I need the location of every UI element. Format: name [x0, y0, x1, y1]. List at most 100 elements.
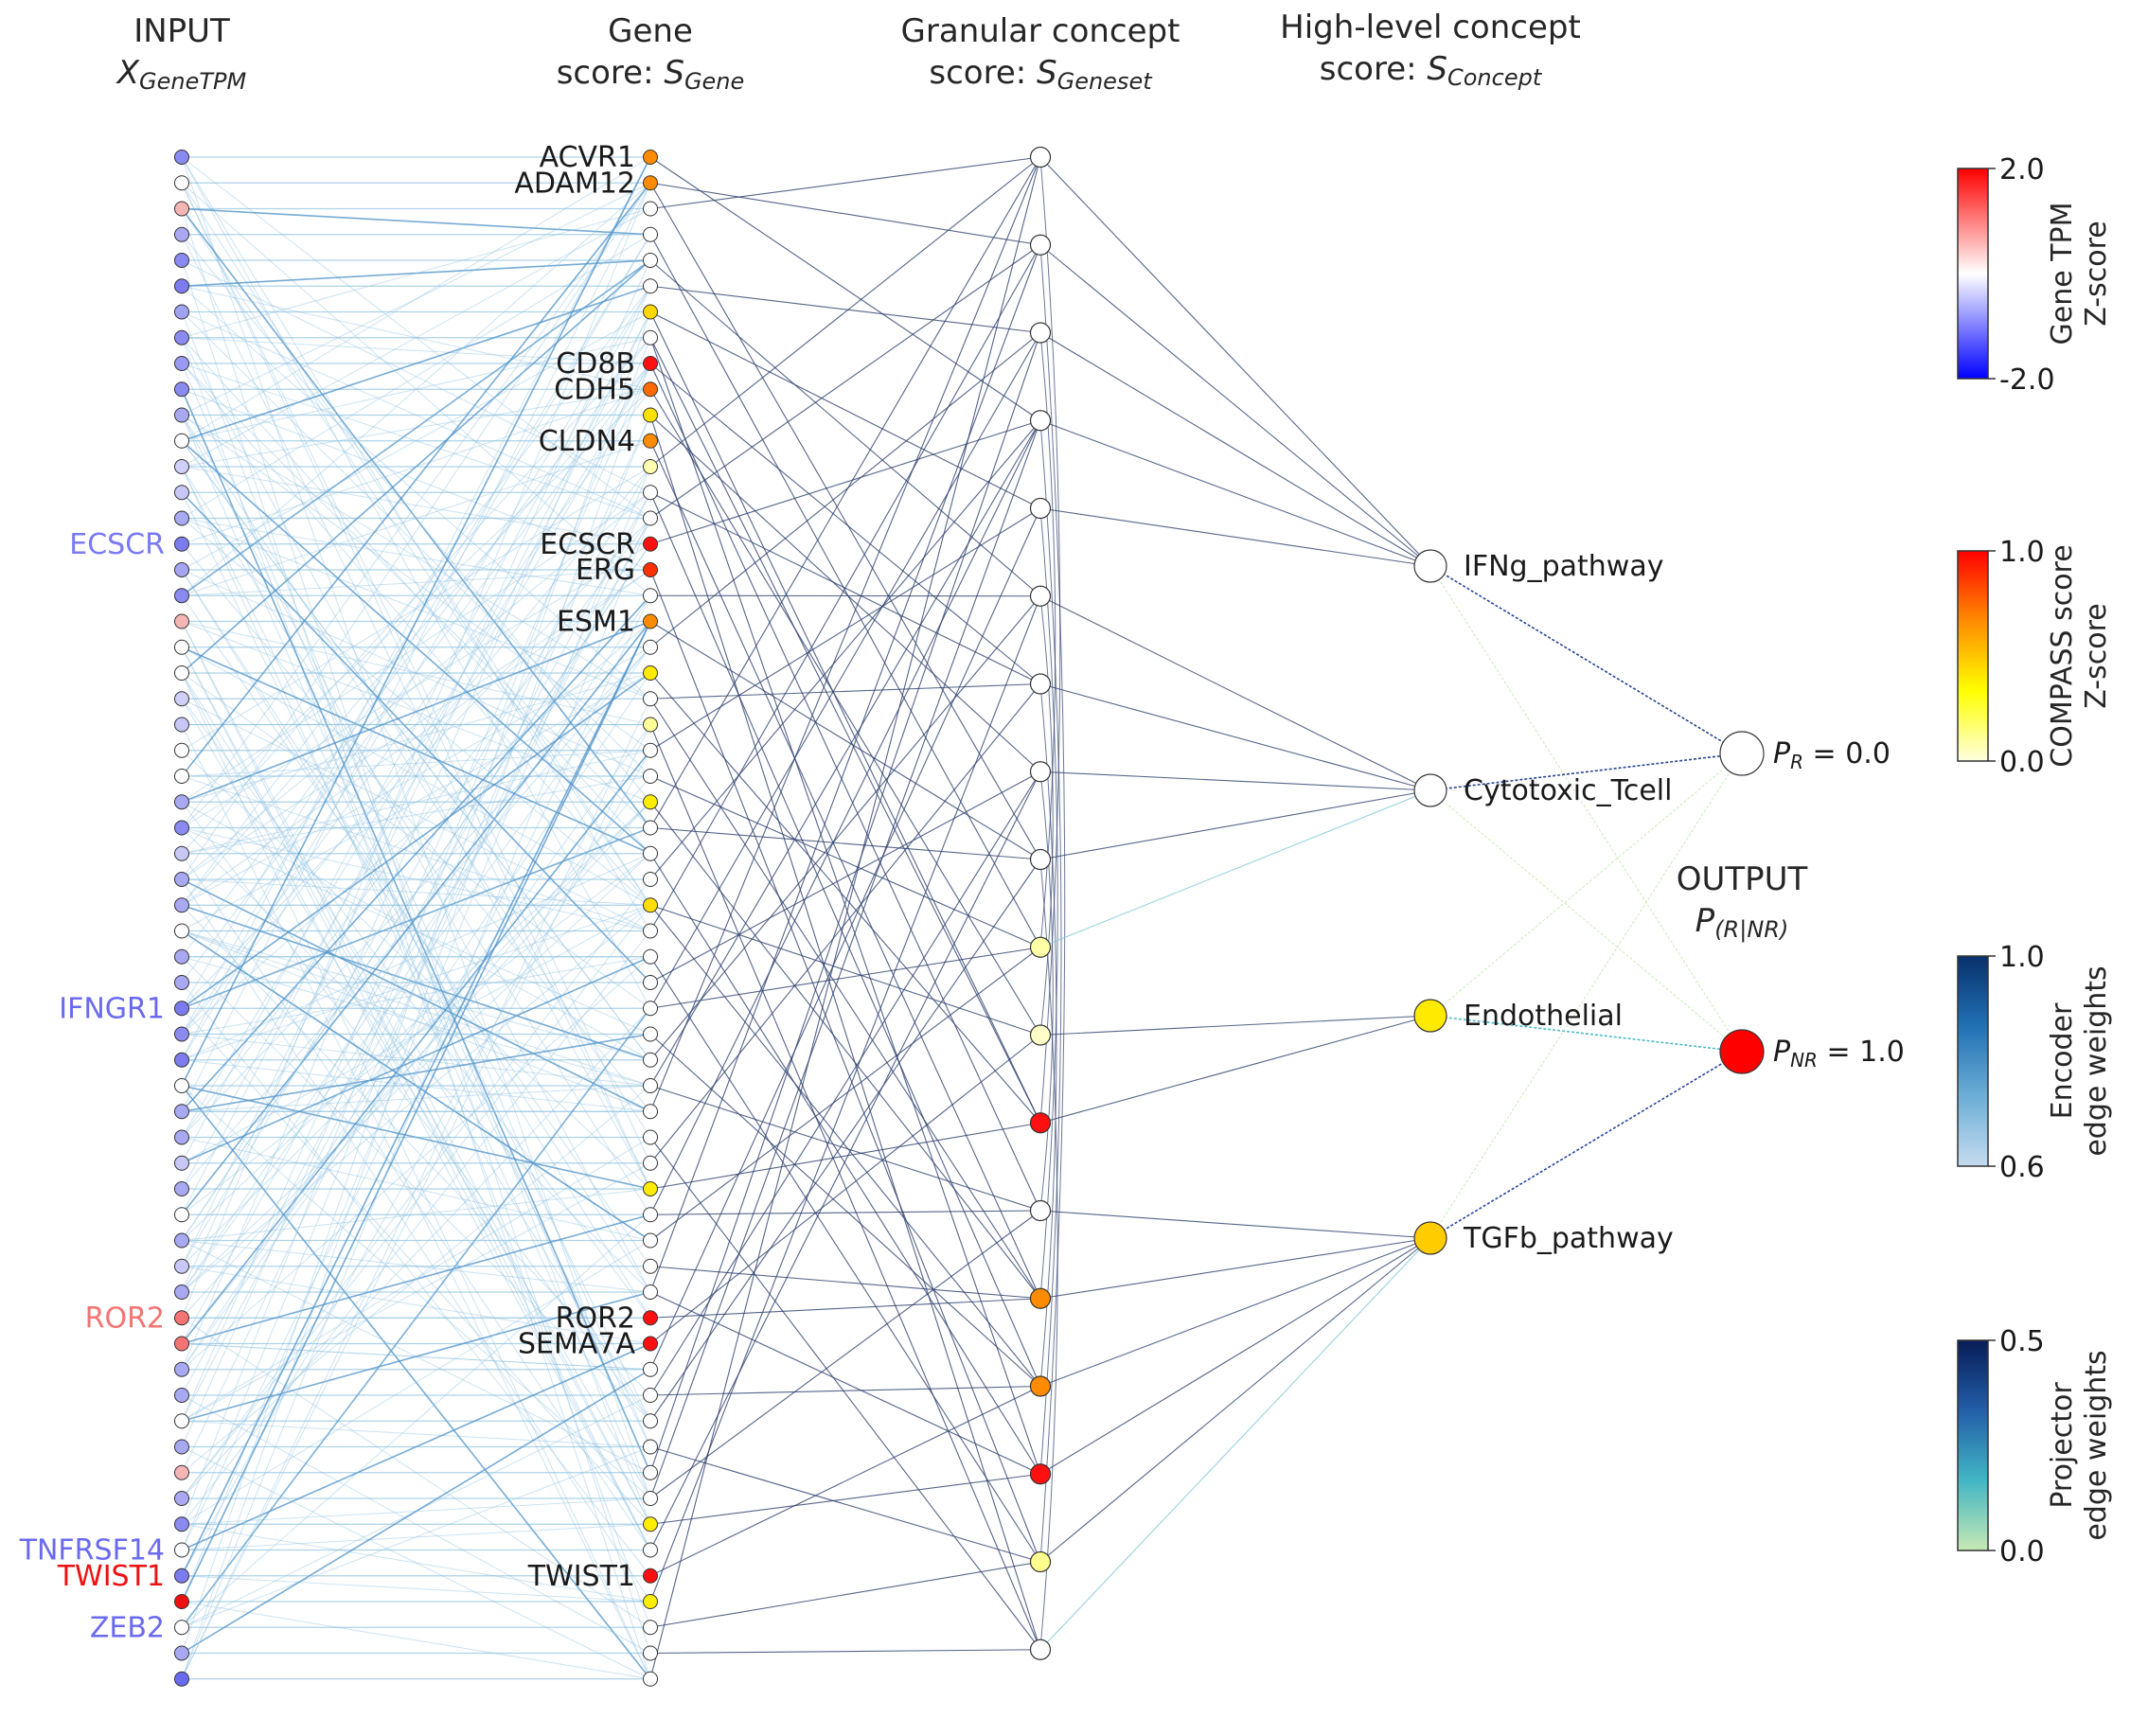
input-node [174, 588, 189, 604]
gene-geneset-edge [649, 156, 1041, 828]
encoder-edge [181, 388, 651, 828]
input-node [174, 742, 189, 758]
concept-output-edge [1429, 1015, 1743, 1053]
gene-node [643, 1155, 658, 1171]
input-node [174, 1207, 189, 1223]
encoder-edge [181, 259, 651, 596]
input-gene-label: TWIST1 [57, 1560, 165, 1593]
gene-geneset-edge [649, 332, 1041, 648]
encoder-edge [181, 466, 651, 1603]
geneset-concept-edge [1039, 1237, 1431, 1388]
colorbar-min-label: -2.0 [1999, 363, 2055, 397]
encoder-edge [181, 647, 651, 1138]
gene-node [643, 562, 658, 577]
encoder-edge [181, 518, 651, 1396]
encoder-edge [181, 183, 651, 1190]
input-gene-label: ZEB2 [90, 1611, 165, 1644]
input-node [174, 820, 189, 836]
encoder-edge [181, 415, 651, 752]
output-sub: (R|NR) [1714, 916, 1788, 943]
encoder-edge [181, 750, 651, 1344]
gene-geneset-edge [649, 388, 1041, 1036]
gene-node [643, 1232, 658, 1249]
encoder-edge [181, 363, 651, 906]
gene-node [643, 897, 658, 913]
geneset-concept-edge [1039, 1210, 1431, 1239]
input-node [174, 485, 189, 501]
colorbar-gradient [1957, 550, 1989, 762]
encoder-edge [181, 621, 651, 1215]
gene-title-line2: score: [557, 54, 665, 92]
gene-geneset-edge [649, 904, 1041, 1036]
gene-geneset-edge [649, 156, 1041, 210]
gene-node [643, 1001, 658, 1017]
geneset-concept-edge [1039, 789, 1431, 860]
geneset-concept-edge [1039, 419, 1431, 567]
input-node [174, 639, 189, 655]
input-node [174, 1052, 189, 1068]
encoder-edge [181, 1137, 651, 1422]
input-sub: GeneTPM [139, 68, 246, 95]
encoder-edge [181, 207, 651, 236]
svg-text:score: SGene: score: SGene [557, 54, 745, 95]
encoder-edge [181, 750, 651, 855]
gene-node [643, 1104, 658, 1120]
encoder-edge [181, 956, 651, 1035]
input-node [174, 1104, 189, 1120]
gene-geneset-edge [649, 771, 1041, 1396]
input-node [174, 923, 189, 939]
gene-node [643, 226, 658, 242]
highlevel-sub: Concept [1447, 64, 1543, 91]
gene-node [643, 1310, 658, 1326]
encoder-edge [181, 853, 651, 1215]
gene-geneset-edge [649, 1266, 1041, 1300]
input-node [174, 872, 189, 887]
gene-geneset-edge [649, 332, 1041, 1009]
encoder-edge [181, 1523, 651, 1603]
geneset-concept-edge [1039, 1237, 1431, 1300]
gene-geneset-edge [649, 1137, 1041, 1651]
gene-geneset-edge [649, 1445, 1041, 1563]
geneset-concept-edge [1039, 789, 1431, 948]
concept-output-edge [1429, 565, 1743, 754]
encoder-edge [181, 878, 651, 906]
colorbar: 1.0 0.0 COMPASS scoreZ-score [1957, 536, 2113, 779]
concept-node [1413, 549, 1447, 583]
encoder-edge [181, 930, 651, 1112]
concept-label: Endothelial [1464, 1000, 1623, 1033]
encoder-edge [181, 182, 651, 416]
concept-node [1413, 773, 1447, 807]
gene-node [643, 665, 658, 681]
gene-geneset-edge [649, 826, 1041, 860]
output-title-line1: OUTPUT [1677, 860, 1808, 898]
gene-score-label: CLDN4 [539, 425, 635, 458]
geneset-node [1029, 936, 1052, 958]
gene-node [643, 1645, 658, 1661]
gene-geneset-edge [649, 491, 1041, 684]
encoder-edge [181, 156, 651, 442]
gene-geneset-edge [649, 363, 1041, 684]
input-gene-label: IFNGR1 [59, 992, 165, 1025]
input-node [174, 613, 189, 629]
gene-node [643, 1594, 658, 1609]
encoder-edge [181, 363, 651, 1422]
gene-node [643, 1026, 658, 1042]
geneset-node [1029, 1024, 1052, 1046]
geneset-concept-edge [1039, 1237, 1431, 1563]
encoder-edge [181, 1601, 651, 1680]
gene-node [643, 329, 658, 345]
geneset-node [1029, 1287, 1052, 1309]
gene-geneset-edge [649, 420, 1041, 1215]
encoder-edge [181, 672, 651, 1679]
colorbar-max-label: 1.0 [1999, 536, 2045, 569]
encoder-edge [181, 904, 651, 1061]
gene-geneset-edge [649, 1035, 1041, 1344]
encoder-edge [181, 569, 651, 880]
gene-geneset-edge [649, 337, 1041, 1124]
encoder-edge [181, 878, 651, 1112]
gene-sub: Gene [684, 68, 744, 95]
encoder-edge [181, 594, 651, 1293]
geneset-concept-edge [1039, 1015, 1431, 1036]
encoder-edge [181, 440, 651, 596]
